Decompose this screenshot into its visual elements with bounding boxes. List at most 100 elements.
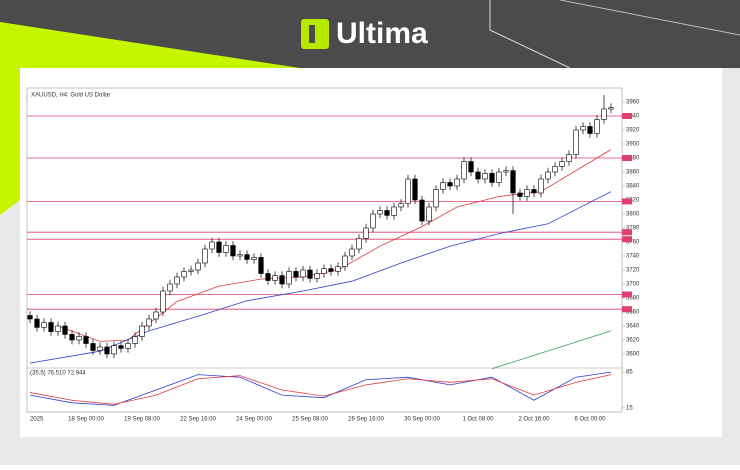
candle-body [244,254,250,260]
x-tick-label: 24 Sep 00:00 [236,417,272,423]
candle-body [300,269,306,278]
candle-body [181,271,187,278]
candle-body [594,119,600,134]
y-tick-label: 3700 [626,282,640,288]
level-tag [622,306,632,313]
candle-body [321,268,327,274]
candle-body [90,343,96,351]
y-tick-label: 3720 [626,268,640,274]
level-tag [622,236,632,243]
level-tag [622,155,632,161]
candle-body [258,257,264,274]
x-tick-label: 22 Sep 16:00 [180,417,216,423]
candle-body [167,283,173,292]
y-tick-label: 3680 [626,296,640,302]
candle-body [538,178,544,194]
candle-body [293,271,299,278]
chart-title: XAUUSD, H4: Gold US Dollar [31,93,110,99]
y-tick-label: 3920 [626,128,640,134]
y-tick-label: 3860 [626,170,640,176]
candle-body [153,311,159,320]
candle-body [195,262,201,271]
candle-body [342,255,348,267]
candle-body [398,203,404,208]
candle-body [482,173,488,180]
candle-body [545,171,551,180]
candle-body [391,206,397,216]
decor-line [489,0,571,69]
candle-body [202,248,208,264]
level-tag [622,113,632,119]
indicator-line [29,371,612,406]
candle-body [601,108,607,120]
candle-body [531,189,537,194]
candle-body [111,345,117,355]
candle-body [468,161,474,173]
candle-body [566,154,572,162]
candle-body [426,206,432,222]
candle-body [125,343,131,349]
candle-body [223,245,229,253]
y-tick-label: 3740 [626,254,640,260]
candle-body [272,275,278,281]
candle-body [286,271,292,285]
candle-body [496,171,502,183]
candle-body [510,170,516,194]
candle-body [377,210,383,215]
candle-body [433,189,439,208]
logo-icon-part [309,25,315,43]
x-tick-label: 1 Oct 08:00 [462,417,494,423]
x-tick-label: 19 Sep 08:00 [124,417,160,423]
candle-body [97,346,103,351]
indicator-line [29,374,612,405]
candle-body [314,273,320,279]
x-tick-label: 25 Sep 08:00 [292,417,328,423]
y-tick-label: 85 [626,370,633,376]
y-tick-label: 3880 [626,156,640,162]
candle-body [41,322,47,328]
candle-body [370,213,376,229]
candle-body [132,336,138,344]
candle-body [209,241,215,250]
y-tick-label: 3960 [626,100,640,106]
y-tick-label: 3900 [626,142,640,148]
candle-body [216,241,222,253]
y-tick-label: 3780 [626,226,640,232]
candle-body [552,166,558,173]
x-tick-label: 30 Sep 00:00 [404,417,440,423]
candle-body [461,161,467,180]
candle-body [34,318,40,328]
candle-body [48,322,54,332]
candle-body [69,334,75,341]
y-tick-label: 3760 [626,240,640,246]
candle-body [524,189,530,197]
y-tick-label: 3660 [626,310,640,316]
candle-body [475,171,481,180]
x-tick-label: 6 Oct 00:00 [574,417,606,423]
x-tick-label: 2 Oct 16:00 [518,417,550,423]
y-tick-label: 15 [626,405,633,411]
candle-body [237,254,243,257]
candle-body [349,248,355,257]
candle-body [573,129,579,155]
candle-body [447,182,453,187]
decor-line [559,0,740,36]
candle-body [580,126,586,131]
candle-body [188,269,194,272]
candle-body [517,192,523,197]
candle-body [503,170,509,173]
candle-body [55,325,61,332]
candle-body [440,182,446,190]
candle-body [230,245,236,257]
x-tick-label: 26 Sep 16:00 [348,417,384,423]
candle-body [279,275,285,285]
candle-body [384,210,390,216]
y-tick-label: 3640 [626,324,640,330]
candle-body [489,173,495,183]
x-tick-label: 18 Sep 00:00 [68,417,104,423]
indicator-line [491,330,612,370]
candle-body [139,325,145,337]
candle-body [146,318,152,327]
candle-body [328,268,334,272]
y-tick-label: 3800 [626,212,640,218]
